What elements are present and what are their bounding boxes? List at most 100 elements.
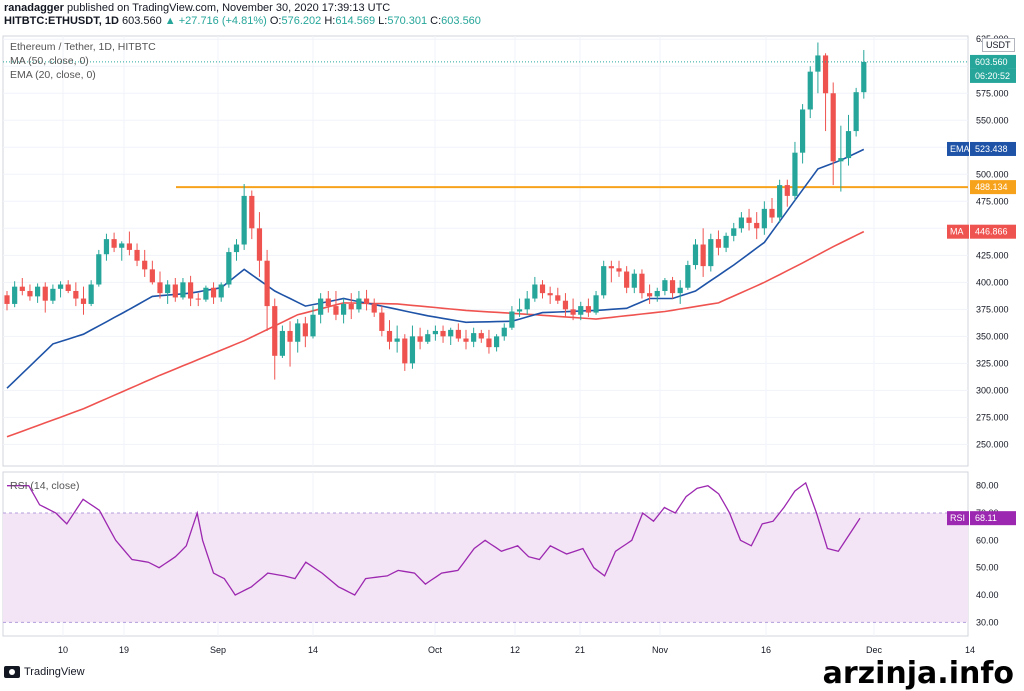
rsi-y-tick-label: 40.00 [976, 590, 999, 600]
candle-body [509, 311, 515, 328]
candle-body [172, 284, 178, 298]
candle-body [754, 222, 760, 229]
x-tick-label: 19 [119, 645, 129, 655]
rsi-y-tick-label: 30.00 [976, 617, 999, 627]
candle-body [639, 273, 645, 294]
candle-body [73, 290, 79, 299]
rsi-value: 68.11 [975, 513, 997, 523]
x-tick-label: Dec [866, 645, 883, 655]
candle-body [547, 293, 553, 296]
candle-body [394, 338, 400, 342]
y-tick-label: 425.000 [976, 250, 1009, 260]
ma-tag [947, 224, 969, 239]
candle-body [65, 284, 71, 291]
candle-body [723, 235, 729, 248]
candle-body [4, 295, 10, 304]
candle-body [195, 298, 201, 300]
ema-value: 523.438 [975, 144, 1008, 154]
candle-body [516, 309, 523, 312]
close-label: C: [430, 15, 442, 27]
candle-body [27, 290, 33, 297]
y-tick-label: 300.000 [976, 385, 1009, 395]
ema-legend[interactable]: EMA (20, close, 0) [10, 69, 96, 81]
candle-body [256, 228, 263, 261]
x-tick-label: 12 [510, 645, 520, 655]
candle-body [792, 152, 798, 196]
candle-body [325, 298, 331, 307]
low-value: 570.301 [387, 15, 428, 27]
rsi-tag-text: RSI [950, 513, 965, 523]
candle-body [601, 266, 607, 296]
candle-body [341, 303, 347, 315]
y-tick-label: 475.000 [976, 196, 1009, 206]
candle-body [715, 239, 722, 248]
candle-body [478, 333, 484, 339]
y-tick-label: 250.000 [976, 439, 1009, 449]
low-label: L: [378, 15, 388, 27]
candle-body [692, 244, 699, 266]
ma-legend[interactable]: MA (50, close, 0) [10, 55, 89, 67]
y-tick-label: 500.000 [976, 169, 1009, 179]
support-value: 488.134 [975, 182, 1008, 192]
currency-button[interactable]: USDT [982, 38, 1015, 52]
last-price-value: 603.560 [975, 57, 1008, 67]
x-tick-label: 21 [575, 645, 585, 655]
candle-body [562, 300, 569, 310]
candle-body [264, 260, 270, 307]
symbol-label: HITBTC:ETHUSDT, 1D [4, 15, 119, 27]
candle-body [631, 273, 637, 288]
ema20-line [6, 148, 865, 389]
candle-body [356, 298, 362, 310]
candle-body [570, 309, 576, 315]
candle-body [486, 338, 492, 348]
footer-brand[interactable]: TradingView [4, 666, 85, 678]
candle-body [96, 254, 102, 285]
x-tick-label: 10 [58, 645, 68, 655]
candle-body [318, 298, 324, 315]
candle-body [838, 158, 844, 162]
candle-body [784, 185, 790, 196]
candle-body [593, 295, 599, 313]
candle-body [539, 284, 546, 294]
y-tick-label: 275.000 [976, 412, 1009, 422]
candle-body [149, 269, 155, 283]
chart-title: Ethereum / Tether, 1D, HITBTC [10, 41, 156, 53]
candle-body [501, 327, 507, 337]
candle-body [241, 195, 247, 245]
candle-body [210, 287, 217, 298]
candle-body [386, 330, 393, 342]
candle-body [432, 330, 438, 335]
price-pane [2, 35, 969, 467]
candle-body [524, 298, 530, 310]
countdown-value: 06:20:52 [975, 71, 1010, 81]
candle-body [42, 286, 48, 301]
candle-body [845, 131, 852, 159]
candle-body [669, 280, 676, 294]
candle-body [363, 298, 370, 304]
ma-tag-text: MA [950, 227, 964, 237]
candle-body [103, 239, 110, 255]
candle-body [417, 336, 423, 342]
ma-box [970, 224, 1016, 239]
candle-body [861, 61, 867, 93]
countdown-box [970, 68, 1016, 83]
candle-body [532, 284, 538, 299]
author-name[interactable]: ranadagger [4, 2, 64, 14]
rsi-tag [947, 511, 969, 526]
tradingview-logo-icon [4, 666, 20, 678]
watermark: arzinja.info [822, 656, 1014, 691]
rsi-y-tick-label: 80.00 [976, 481, 999, 491]
publish-text: published on TradingView.com, November 3… [66, 2, 391, 14]
candle-body [348, 303, 354, 310]
candle-body [555, 295, 561, 301]
rsi-legend[interactable]: RSI (14, close) [10, 480, 80, 492]
candle-body [624, 271, 630, 288]
candle-body [585, 306, 591, 313]
publish-info: ranadagger published on TradingView.com,… [4, 2, 390, 14]
candle-body [654, 290, 660, 297]
candle-body [815, 55, 821, 72]
candle-body [471, 333, 477, 342]
rsi-y-tick-label: 60.00 [976, 535, 999, 545]
candle-body [440, 330, 446, 337]
